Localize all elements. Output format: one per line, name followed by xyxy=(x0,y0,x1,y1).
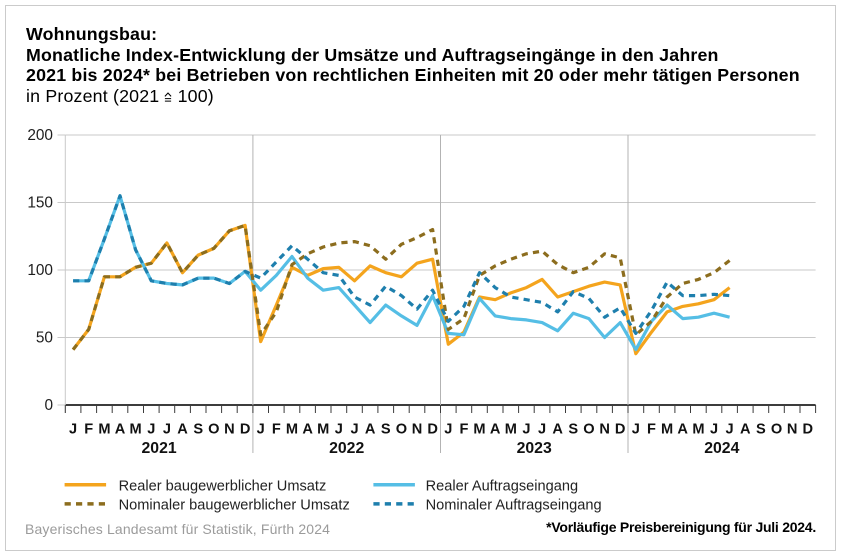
svg-text:A: A xyxy=(552,422,563,438)
svg-text:S: S xyxy=(381,422,391,438)
svg-text:A: A xyxy=(177,422,188,438)
svg-text:J: J xyxy=(335,422,343,438)
svg-text:F: F xyxy=(84,422,93,438)
svg-text:A: A xyxy=(115,422,126,438)
svg-text:A: A xyxy=(677,422,688,438)
svg-text:O: O xyxy=(583,422,594,438)
svg-text:A: A xyxy=(490,422,501,438)
svg-text:S: S xyxy=(193,422,203,438)
svg-text:2023: 2023 xyxy=(517,440,552,457)
svg-text:J: J xyxy=(163,422,171,438)
svg-text:J: J xyxy=(726,422,734,438)
svg-text:A: A xyxy=(302,422,313,438)
svg-text:D: D xyxy=(615,422,626,438)
svg-text:150: 150 xyxy=(27,195,53,212)
svg-text:M: M xyxy=(286,422,298,438)
svg-text:N: N xyxy=(599,422,610,438)
svg-text:O: O xyxy=(208,422,219,438)
svg-text:200: 200 xyxy=(27,127,53,144)
svg-text:A: A xyxy=(740,422,751,438)
svg-text:Realer Auftragseingang: Realer Auftragseingang xyxy=(426,478,579,494)
svg-text:2024: 2024 xyxy=(704,440,739,457)
svg-text:S: S xyxy=(756,422,766,438)
svg-text:N: N xyxy=(224,422,235,438)
svg-text:Realer baugewerblicher Umsatz: Realer baugewerblicher Umsatz xyxy=(119,478,327,494)
svg-text:S: S xyxy=(568,422,578,438)
svg-text:50: 50 xyxy=(36,330,53,347)
svg-text:N: N xyxy=(412,422,423,438)
svg-text:A: A xyxy=(365,422,376,438)
svg-text:D: D xyxy=(240,422,251,438)
svg-text:M: M xyxy=(473,422,485,438)
svg-text:F: F xyxy=(647,422,656,438)
svg-text:Nominaler baugewerblicher Umsa: Nominaler baugewerblicher Umsatz xyxy=(119,497,350,513)
svg-text:N: N xyxy=(787,422,798,438)
svg-text:2022: 2022 xyxy=(329,440,364,457)
svg-text:D: D xyxy=(427,422,438,438)
svg-text:Nominaler Auftragseingang: Nominaler Auftragseingang xyxy=(426,497,602,513)
svg-text:M: M xyxy=(505,422,517,438)
svg-text:J: J xyxy=(69,422,77,438)
svg-text:F: F xyxy=(272,422,281,438)
svg-text:J: J xyxy=(147,422,155,438)
svg-text:J: J xyxy=(257,422,265,438)
svg-text:J: J xyxy=(522,422,530,438)
svg-text:O: O xyxy=(771,422,782,438)
svg-text:F: F xyxy=(459,422,468,438)
svg-text:100: 100 xyxy=(27,262,53,279)
svg-text:J: J xyxy=(710,422,718,438)
svg-text:O: O xyxy=(396,422,407,438)
svg-text:J: J xyxy=(538,422,546,438)
svg-text:M: M xyxy=(130,422,142,438)
svg-text:J: J xyxy=(632,422,640,438)
svg-text:M: M xyxy=(692,422,704,438)
svg-text:M: M xyxy=(661,422,673,438)
svg-text:2021: 2021 xyxy=(142,440,177,457)
svg-text:J: J xyxy=(350,422,358,438)
svg-text:M: M xyxy=(98,422,110,438)
svg-text:J: J xyxy=(444,422,452,438)
svg-text:M: M xyxy=(317,422,329,438)
svg-text:D: D xyxy=(803,422,814,438)
svg-text:0: 0 xyxy=(44,397,53,414)
